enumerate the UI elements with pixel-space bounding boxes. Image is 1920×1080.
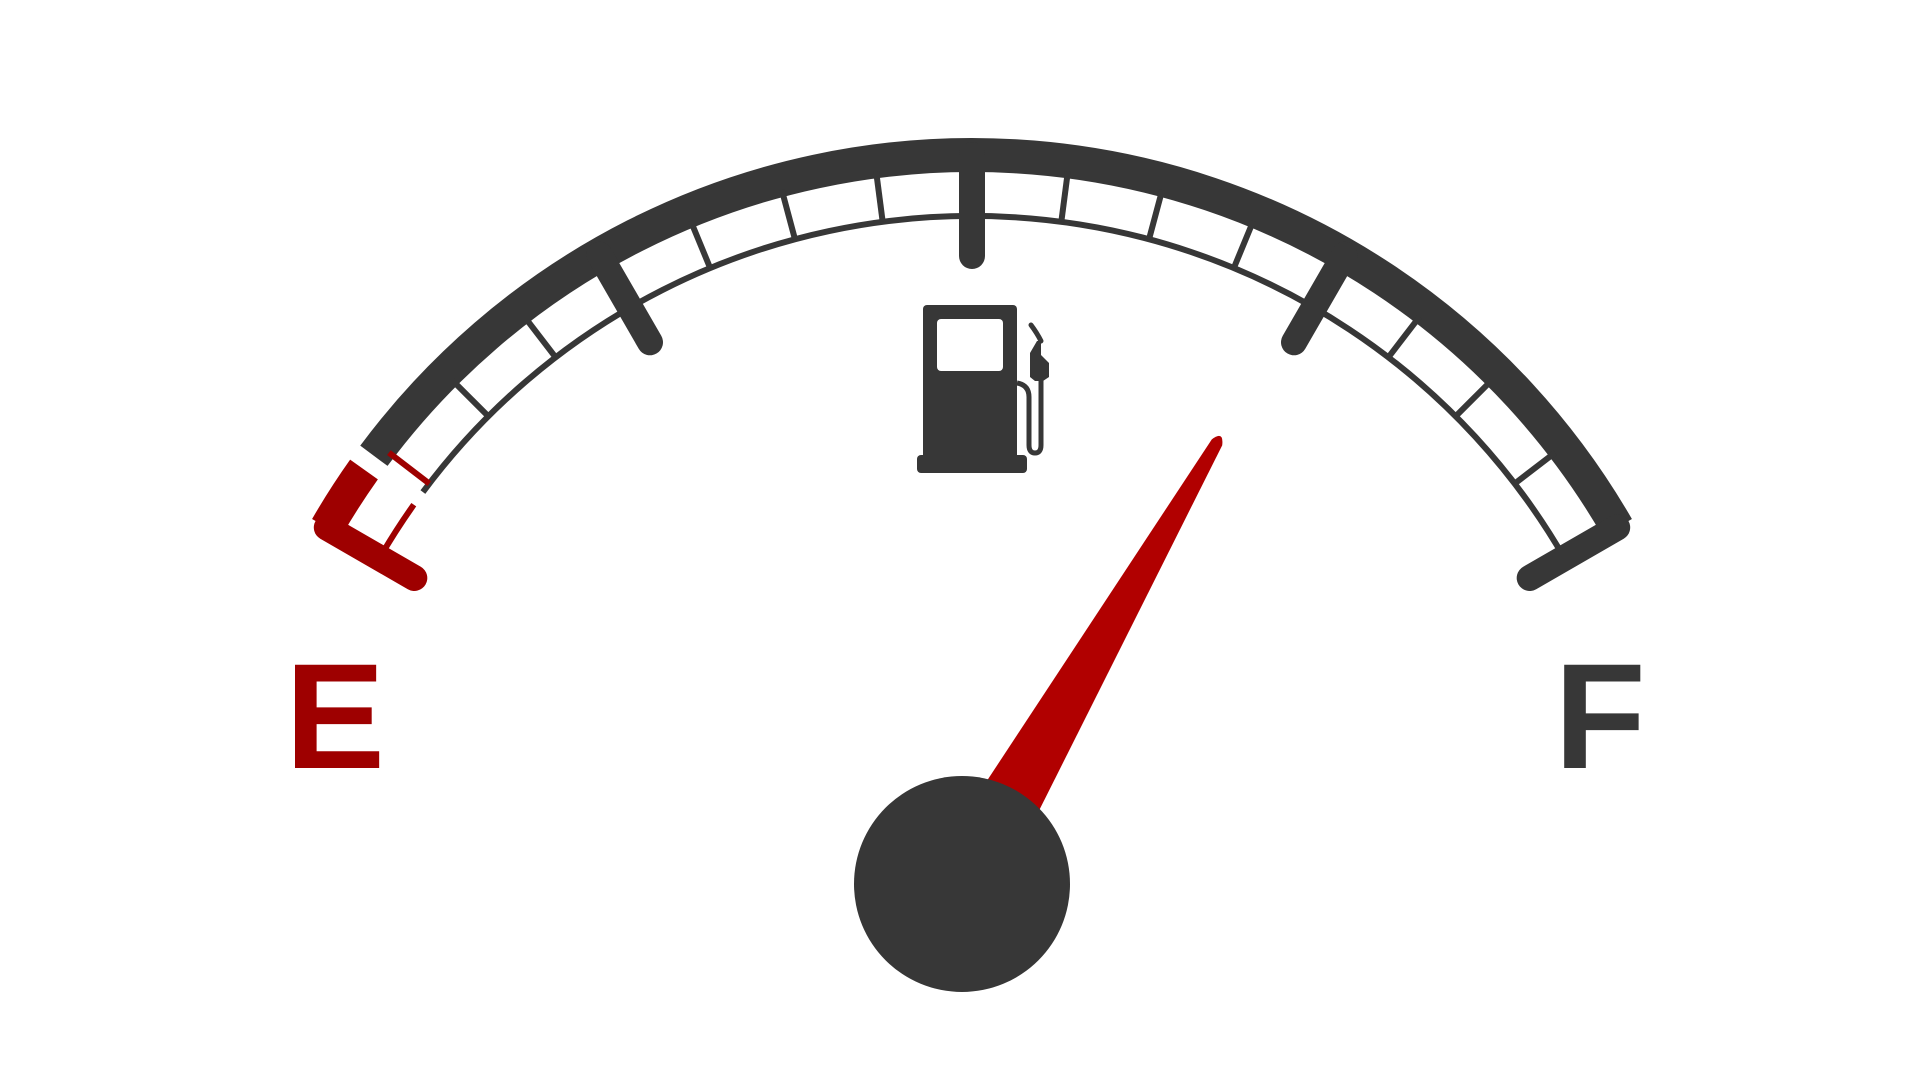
fuel-pump-icon	[917, 305, 1049, 473]
needle-hub	[854, 776, 1070, 992]
empty-label: E	[285, 632, 385, 800]
minor-tick	[1453, 378, 1494, 419]
major-tick	[1516, 514, 1631, 591]
minor-tick	[778, 189, 798, 241]
minor-tick	[687, 219, 713, 270]
major-tick	[586, 241, 663, 356]
gauge-ticks	[313, 142, 1631, 591]
full-label: F	[1554, 632, 1646, 800]
minor-tick	[1386, 315, 1422, 360]
minor-tick	[522, 315, 558, 360]
minor-tick	[873, 170, 886, 223]
major-tick	[1281, 241, 1358, 356]
minor-tick	[1146, 189, 1166, 241]
minor-tick	[1512, 450, 1557, 486]
minor-tick	[1058, 170, 1071, 223]
major-tick	[313, 514, 428, 591]
gauge-outer-arc	[360, 138, 1632, 537]
minor-tick	[387, 450, 432, 486]
minor-tick	[1231, 219, 1257, 270]
gauge-inner-arc	[420, 212, 1567, 560]
minor-tick	[450, 378, 491, 419]
